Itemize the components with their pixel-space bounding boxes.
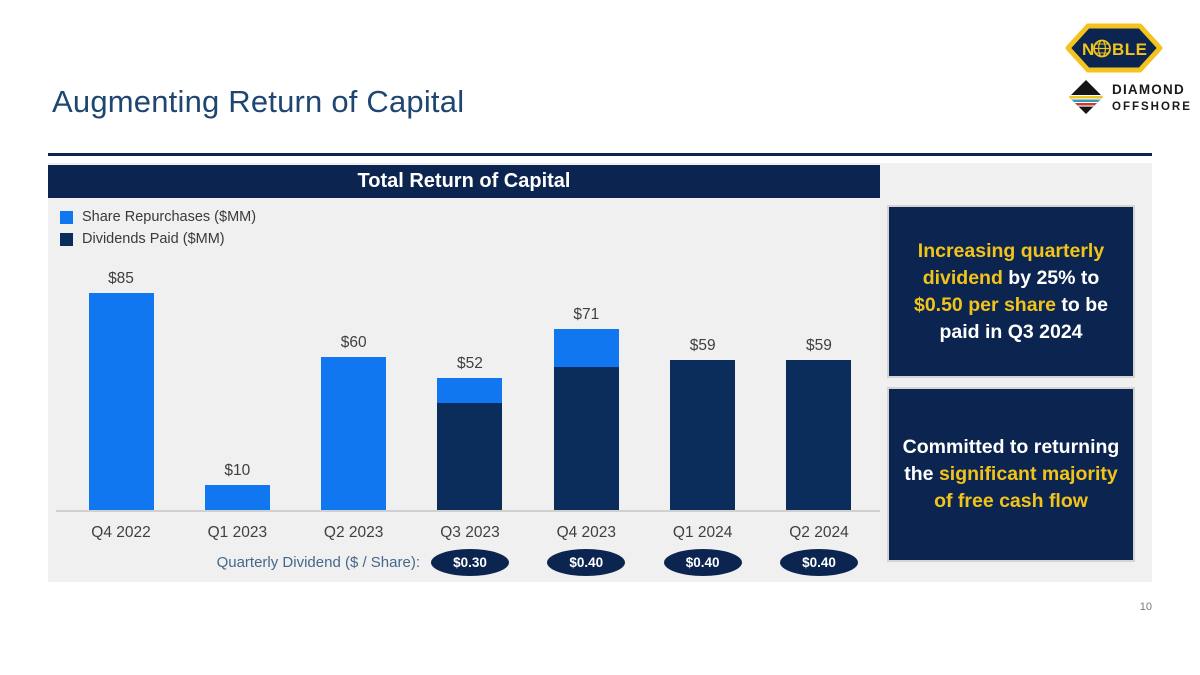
title-divider (48, 153, 1152, 156)
bar-segment-dividends (670, 359, 736, 511)
bar-segment-repurchases (321, 357, 387, 511)
bar-segment-repurchases (204, 485, 270, 511)
callout-text-segment: Increasing quarterly dividend (917, 239, 1105, 289)
callout-dividend-increase-text: Increasing quarterly dividend by 25% to … (901, 238, 1121, 346)
dividend-oval-q3-2023: $0.30 (430, 549, 509, 576)
legend-label: Share Repurchases ($MM) (82, 209, 257, 225)
bar-segment-dividends (437, 403, 503, 511)
noble-logo-text-ble: BLE (1112, 40, 1148, 59)
noble-logo-text-n: N (1082, 40, 1094, 59)
bar-segment-dividends (786, 359, 852, 511)
bar-q4-2023: $71 (553, 163, 619, 511)
bar-total-label: $59 (806, 336, 832, 354)
bar-segment-dividends (553, 367, 619, 511)
chart-legend: Share Repurchases ($MM) Dividends Paid ($… (60, 206, 256, 250)
bar-segment-repurchases (88, 292, 154, 511)
legend-item: Dividends Paid ($MM) (60, 228, 256, 250)
callout-text-segment: by 25% to (1008, 266, 1100, 289)
dividend-row-label: Quarterly Dividend ($ / Share): (216, 554, 420, 571)
legend-item: Share Repurchases ($MM) (60, 206, 256, 228)
chart-title: Total Return of Capital (357, 170, 571, 192)
bar-total-label: $71 (573, 305, 600, 323)
bar-q1-2024: $59 (670, 163, 736, 511)
noble-hexagon (1065, 23, 1163, 73)
page-title: Augmenting Return of Capital (52, 84, 465, 119)
category-label-q1-2023: Q1 2023 (207, 524, 268, 541)
category-label-q4-2023: Q4 2023 (556, 524, 617, 541)
category-label-q1-2024: Q1 2024 (672, 524, 733, 541)
noble-logo: N BLE (1065, 23, 1163, 73)
callout-dividend-increase: Increasing quarterly dividend by 25% to … (887, 205, 1135, 378)
callout-text-segment: significant majority of free cash flow (934, 463, 1118, 512)
bar-segment-repurchases (553, 328, 619, 368)
dividend-oval-q2-2024: $0.40 (779, 549, 858, 576)
bar-q4-2022: $85 (88, 163, 154, 511)
diamond-offshore-logo: DIAMOND OFFSHORE (1069, 80, 1192, 114)
page-number: 10 (1139, 601, 1152, 613)
bar-total-label: $59 (689, 336, 716, 354)
callout-text-segment: to be paid in Q3 2024 (939, 293, 1108, 343)
bar-q2-2024: $59 (786, 163, 852, 511)
legend-swatch (60, 210, 73, 224)
bar-segment-repurchases (437, 377, 503, 404)
bar-total-label: $60 (340, 334, 367, 352)
legend-swatch (60, 232, 73, 246)
callout-fcf-commitment: Committed to returning the significant m… (887, 387, 1135, 562)
bar-total-label: $85 (108, 269, 134, 287)
category-label-q2-2023: Q2 2023 (323, 524, 384, 541)
x-axis-line (56, 510, 880, 512)
bar-q1-2023: $10 (204, 163, 270, 511)
chart-plot-area: $85 $10 $60 $52 $71 $59 $59 (48, 163, 880, 511)
callout-text-segment: Committed to returning the (902, 436, 1120, 485)
bar-total-label: $52 (457, 354, 483, 372)
globe-icon (1093, 39, 1111, 58)
callout-text-segment: $0.50 per share (913, 293, 1056, 316)
diamond-icon (1069, 80, 1103, 114)
chart-title-bar: Total Return of Capital (48, 165, 880, 198)
callout-fcf-commitment-text: Committed to returning the significant m… (901, 434, 1121, 515)
legend-label: Dividends Paid ($MM) (82, 231, 225, 247)
dividend-oval-q4-2023: $0.40 (547, 549, 626, 576)
category-label-q2-2024: Q2 2024 (789, 524, 849, 541)
diamond-logo-line1: DIAMOND (1112, 82, 1185, 97)
diamond-logo-line2: OFFSHORE (1112, 101, 1192, 113)
dividend-oval-q1-2024: $0.40 (663, 549, 742, 576)
category-label-q3-2023: Q3 2023 (440, 524, 500, 541)
bar-q2-2023: $60 (321, 163, 387, 511)
bar-total-label: $10 (224, 462, 251, 480)
category-label-q4-2022: Q4 2022 (91, 524, 151, 541)
bar-q3-2023: $52 (437, 163, 503, 511)
